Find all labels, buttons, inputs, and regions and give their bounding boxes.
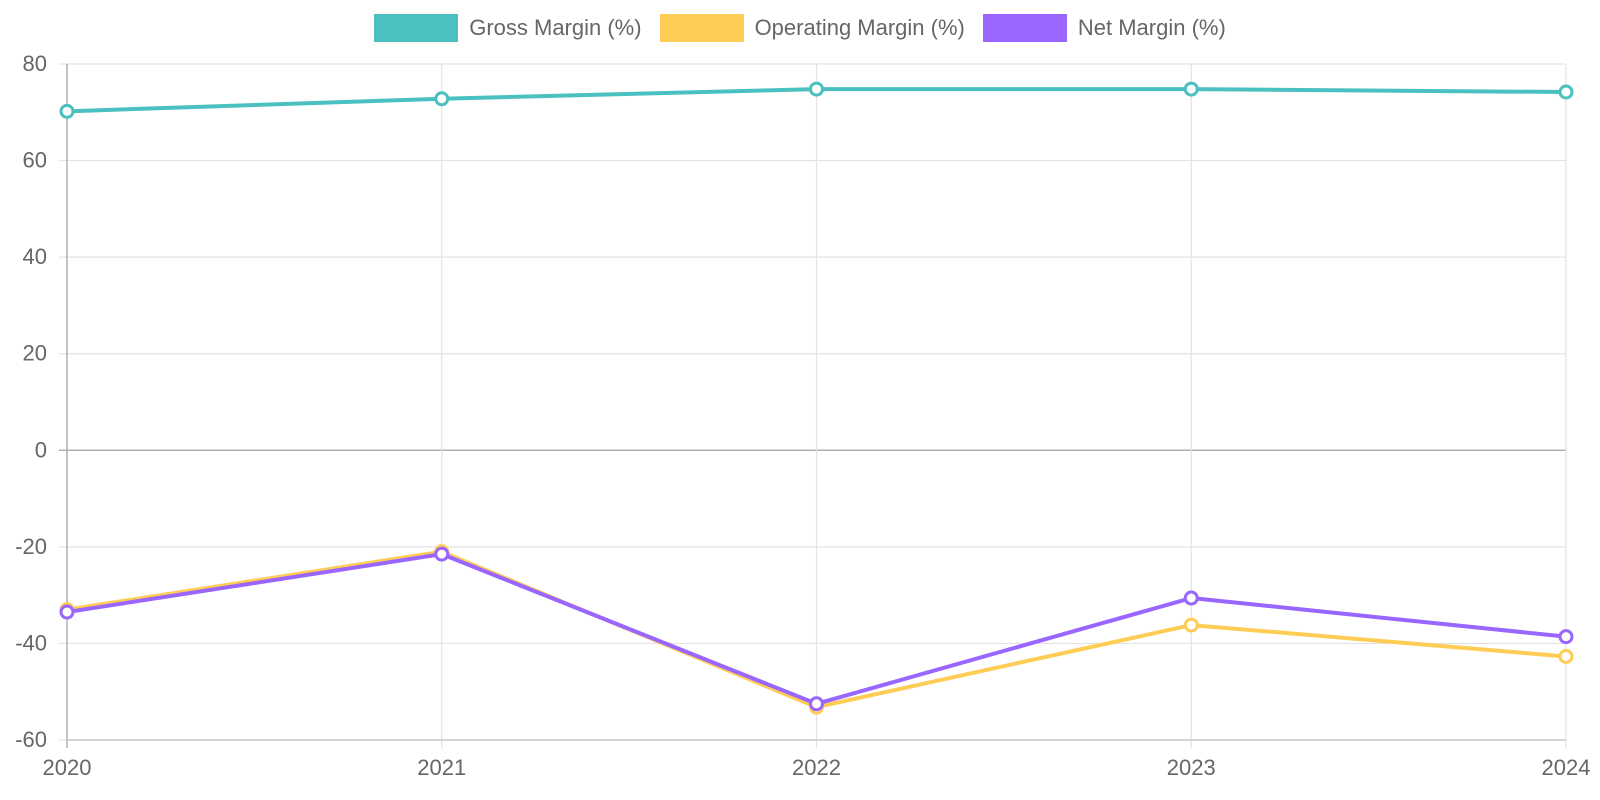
data-point-2-3 xyxy=(1183,590,1199,606)
x-tick-label: 2020 xyxy=(43,755,92,780)
legend-item-operating-margin[interactable]: Operating Margin (%) xyxy=(659,14,965,42)
y-tick-label: 0 xyxy=(35,437,47,462)
y-tick-label: 20 xyxy=(23,341,47,366)
data-point-1-3 xyxy=(1183,617,1199,633)
data-point-0-3 xyxy=(1183,81,1199,97)
data-point-2-2 xyxy=(809,696,824,712)
legend-label-operating-margin: Operating Margin (%) xyxy=(754,15,965,40)
x-tick-label: 2022 xyxy=(792,755,841,780)
x-tick-label: 2023 xyxy=(1167,755,1216,780)
y-tick-label: 60 xyxy=(23,148,47,173)
data-point-2-4 xyxy=(1558,629,1574,645)
data-point-2-0 xyxy=(59,604,75,620)
data-point-1-4 xyxy=(1558,648,1574,664)
y-tick-label: 40 xyxy=(23,244,47,269)
legend-item-gross-margin[interactable]: Gross Margin (%) xyxy=(374,14,642,42)
data-point-0-0 xyxy=(59,103,75,119)
y-tick-label: 80 xyxy=(23,51,47,76)
y-tick-label: -20 xyxy=(15,534,47,559)
legend-swatch-net-margin xyxy=(982,14,1067,42)
y-tick-label: -40 xyxy=(15,630,47,655)
legend-label-net-margin: Net Margin (%) xyxy=(1077,15,1226,40)
data-point-2-1 xyxy=(434,546,450,562)
legend-item-net-margin[interactable]: Net Margin (%) xyxy=(982,14,1226,42)
legend-swatch-gross-margin xyxy=(374,14,459,42)
data-point-0-4 xyxy=(1558,84,1574,100)
legend-swatch-operating-margin xyxy=(659,14,744,42)
data-point-0-2 xyxy=(809,81,824,97)
data-point-0-1 xyxy=(434,91,450,107)
y-tick-label: -60 xyxy=(15,727,47,752)
x-tick-label: 2024 xyxy=(1542,755,1591,780)
x-tick-label: 2021 xyxy=(417,755,466,780)
legend-label-gross-margin: Gross Margin (%) xyxy=(469,15,642,40)
legend: Gross Margin (%) Operating Margin (%) Ne… xyxy=(0,14,1600,42)
